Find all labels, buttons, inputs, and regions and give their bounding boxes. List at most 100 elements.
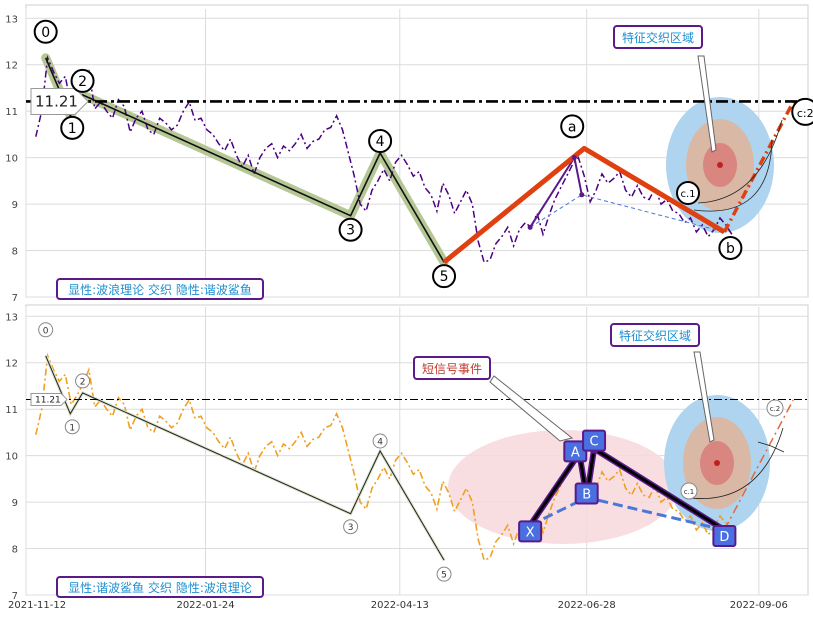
wave-label-c:2: c:2 [797, 107, 813, 120]
harmonic-label-box [582, 429, 607, 452]
bottom-wave-label-4: 4 [377, 438, 383, 448]
bottom-annotation-region: 特征交织区域 [610, 323, 715, 443]
top-harmonic-point [571, 155, 577, 161]
bottom-impulse-projection [723, 399, 794, 531]
y-tick-label: 11 [5, 405, 18, 416]
wave-label-4: 4 [376, 134, 385, 150]
wave-label-circle [791, 97, 813, 126]
y-tick-label: 12 [5, 359, 18, 370]
top-y-axis: 7 8 9 10 11 12 13 [5, 14, 18, 304]
bottom-wave-label-circle [75, 373, 91, 389]
top-reference-tag: 11.21 [30, 87, 89, 115]
wave-label-circle [60, 115, 85, 140]
y-tick-label: 7 [12, 591, 18, 602]
wave-label-circle [368, 129, 393, 153]
y-tick-label: 7 [12, 293, 18, 304]
y-tick-label: 9 [12, 498, 18, 509]
bottom-annotation-signal-box [413, 356, 491, 380]
bottom-wave-label-3: 3 [348, 523, 354, 533]
top-legend: 显性:波浪理论 交织 隐性:谐波鲨鱼 [56, 278, 264, 300]
bottom-arc-1 [689, 427, 784, 499]
wave-label-circle [70, 68, 95, 93]
wave-label-0: 0 [41, 25, 50, 41]
top-impulse-line [442, 145, 726, 265]
bottom-wave-label-circle [64, 419, 80, 435]
bottom-annotation-region-box [610, 323, 700, 347]
y-tick-label: 8 [12, 247, 18, 258]
x-tick-label: 2022-04-13 [371, 600, 429, 611]
top-impulse-projection [722, 101, 795, 233]
bottom-reference-label: 11.21 [35, 396, 61, 406]
harmonic-label-X: X [526, 525, 535, 540]
bottom-wave-label-circle [38, 322, 54, 338]
wave-label-circle [432, 264, 457, 289]
bottom-harmonic-labels: X A B C D [518, 429, 737, 547]
y-tick-label: 10 [5, 154, 18, 165]
bottom-arc-tick [757, 441, 785, 453]
wave-label-b: b [726, 241, 735, 257]
bottom-wave-label-c: c.1 [684, 488, 695, 496]
top-harmonic-point [527, 224, 533, 230]
y-tick-label: 8 [12, 545, 18, 556]
wave-label-circle [33, 19, 58, 44]
bottom-wave-label-5: 5 [441, 571, 447, 581]
bottom-wave-label-circle [372, 433, 388, 449]
bottom-wave-label-2: 2 [80, 377, 86, 387]
bottom-annotation-region-arrow [693, 351, 715, 443]
y-tick-label: 13 [5, 312, 18, 323]
top-reference-label: 11.21 [35, 93, 78, 111]
harmonic-label-B: B [582, 487, 591, 502]
top-legend-text: 显性:波浪理论 交织 隐性:谐波鲨鱼 [68, 282, 252, 297]
top-annotation-box [613, 25, 703, 49]
x-tick-label: 2021-11-12 [8, 600, 66, 611]
x-tick-label: 2022-06-28 [558, 600, 616, 611]
bottom-wave-label-circle [766, 399, 784, 417]
bottom-wave-line [45, 355, 445, 561]
wave-label-circle [338, 217, 363, 242]
top-arc-1 [697, 119, 783, 204]
bottom-legend-text: 显性:谐波鲨鱼 交织 隐性:波浪理论 [68, 580, 252, 595]
wave-label-circle [560, 114, 585, 139]
harmonic-label-C: C [590, 435, 599, 450]
bottom-wave-label-circle [343, 519, 359, 535]
top-legend-box [56, 278, 264, 300]
wave-label-a: a [568, 119, 577, 135]
bottom-wave-label-circle [436, 566, 452, 582]
harmonic-label-box [574, 482, 599, 505]
bottom-wave-label-c: c.2 [770, 405, 781, 413]
wave-label-circle [676, 181, 700, 205]
bottom-annotation-region-text: 特征交织区域 [619, 328, 691, 343]
top-annotation-text: 特征交织区域 [622, 30, 694, 45]
harmonic-label-A: A [571, 445, 580, 460]
top-wave-labels: 0 1 2 3 4 5 a b c:2 c.1 [33, 19, 813, 289]
y-tick-label: 12 [5, 61, 18, 72]
x-tick-label: 2022-01-24 [176, 600, 234, 611]
bottom-y-axis: 7 8 9 10 11 12 13 [5, 312, 18, 602]
top-reference-tag-shape [30, 87, 89, 115]
top-annotation: 特征交织区域 [613, 25, 717, 153]
y-tick-label: 11 [5, 107, 18, 118]
y-tick-label: 9 [12, 200, 18, 211]
bottom-signal-region [448, 430, 678, 544]
bottom-legend-box [56, 576, 264, 598]
wave-label-2: 2 [78, 74, 87, 90]
wave-label-1: 1 [68, 121, 77, 137]
harmonic-label-D: D [719, 530, 729, 545]
bottom-region-center [714, 460, 720, 466]
bottom-wave-labels: 0 1 2 3 4 5 c.1 c.2 [38, 322, 784, 582]
bottom-feature-region [664, 395, 770, 531]
bottom-annotation-signal: 短信号事件 [413, 356, 574, 442]
bottom-reference-tag-shape [30, 392, 68, 406]
bottom-wave-label-circle [680, 482, 698, 500]
wave-label-circle [718, 235, 743, 260]
bottom-annotation-signal-text: 短信号事件 [422, 362, 482, 376]
wave-label-c1: c.1 [680, 189, 695, 200]
bottom-wave-label-1: 1 [69, 423, 75, 433]
top-arc-2 [693, 139, 773, 212]
wave-label-5: 5 [440, 269, 449, 285]
y-tick-label: 10 [5, 452, 18, 463]
wave-label-3: 3 [346, 223, 355, 239]
